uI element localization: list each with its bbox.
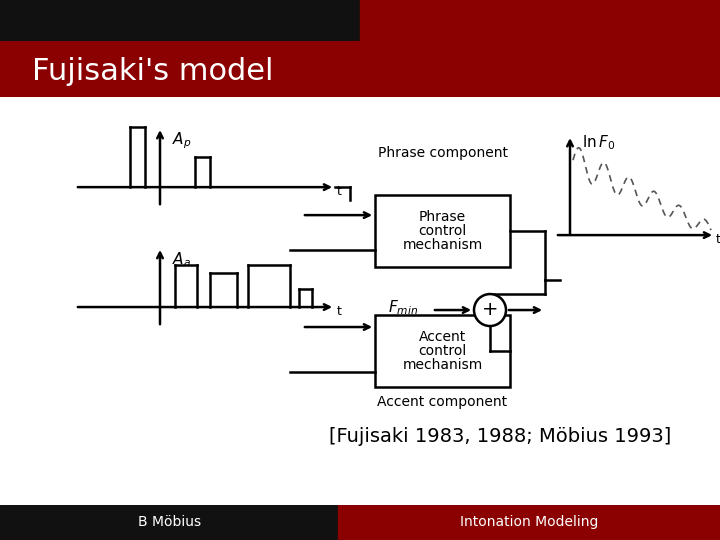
Text: control: control [418,224,467,238]
Text: Intonation Modeling: Intonation Modeling [460,516,598,529]
Bar [360,0,720,40]
Text: [Fujisaki 1983, 1988; Möbius 1993]: [Fujisaki 1983, 1988; Möbius 1993] [329,428,671,447]
Text: mechanism: mechanism [402,238,482,252]
Text: t: t [337,305,342,318]
Bar [375,195,510,267]
Text: Accent: Accent [419,330,466,344]
Text: B Möbius: B Möbius [138,516,201,529]
Bar [375,315,510,387]
Text: t: t [716,233,720,246]
Circle shape [474,294,506,326]
Text: $A_a$: $A_a$ [172,250,191,269]
Text: Accent component: Accent component [377,395,508,409]
Text: mechanism: mechanism [402,358,482,372]
Text: Fujisaki's model: Fujisaki's model [32,57,274,86]
Text: t: t [337,185,342,198]
Text: $\ln F_0$: $\ln F_0$ [582,133,616,152]
Text: Phrase component: Phrase component [378,146,508,160]
Text: control: control [418,344,467,358]
Text: $F_{min}$: $F_{min}$ [388,299,418,318]
Bar [338,505,720,540]
Text: $A_p$: $A_p$ [172,130,192,151]
Text: +: + [482,300,498,319]
Bar [0,0,360,40]
Bar [0,505,338,540]
Text: Phrase: Phrase [419,210,466,224]
